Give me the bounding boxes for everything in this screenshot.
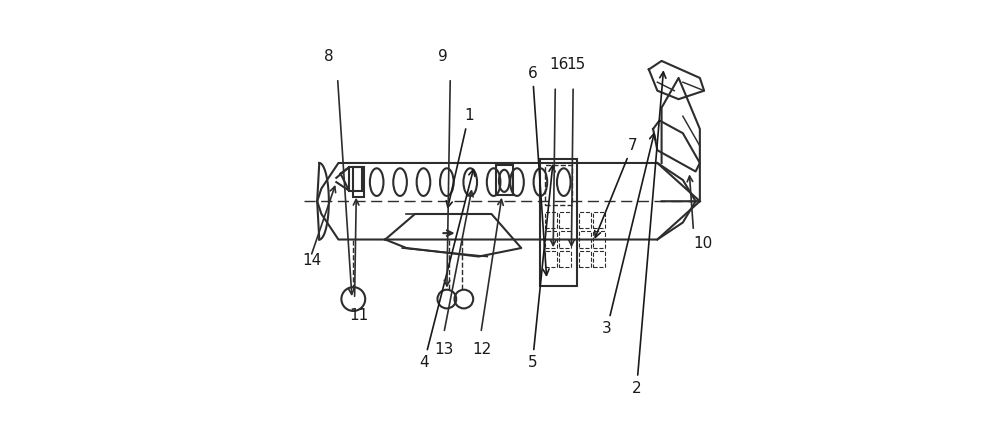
Text: 4: 4 (419, 169, 475, 370)
Text: 3: 3 (602, 134, 656, 336)
Text: 9: 9 (438, 49, 448, 64)
Bar (545, 165, 572, 205)
Text: 13: 13 (434, 342, 453, 357)
Bar (559, 212, 571, 228)
Text: 1: 1 (446, 108, 473, 207)
Bar (559, 251, 571, 267)
Text: 5: 5 (528, 166, 555, 370)
Bar (579, 212, 591, 228)
Bar (579, 251, 591, 267)
Bar (545, 251, 557, 267)
Text: 2: 2 (632, 72, 666, 395)
Bar (559, 232, 571, 247)
Bar (353, 167, 364, 197)
Bar (579, 232, 591, 247)
Bar (540, 159, 577, 286)
Text: 14: 14 (302, 253, 322, 268)
Text: 7: 7 (595, 138, 637, 238)
Text: 16: 16 (549, 57, 568, 72)
Bar (545, 212, 557, 228)
Bar (593, 251, 605, 267)
Text: 12: 12 (472, 342, 492, 357)
Text: 8: 8 (324, 49, 333, 64)
Text: 10: 10 (693, 236, 713, 251)
Bar (593, 212, 605, 228)
Bar (593, 232, 605, 247)
Text: 15: 15 (566, 57, 585, 72)
Bar (349, 167, 362, 190)
Bar (496, 165, 513, 195)
Text: 6: 6 (528, 66, 549, 275)
Text: 11: 11 (349, 308, 368, 323)
Bar (545, 232, 557, 247)
